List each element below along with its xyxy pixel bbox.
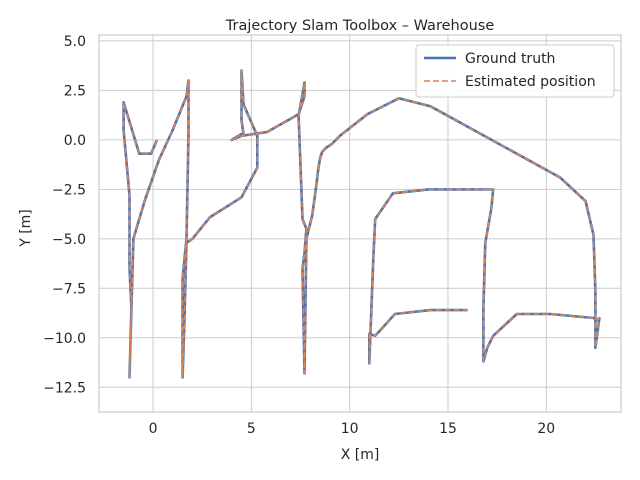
y-tick-label: −2.5 (52, 182, 86, 198)
x-tick-label: 5 (247, 421, 256, 437)
legend-label-estimated-position: Estimated position (465, 74, 596, 90)
y-tick-label: 0.0 (64, 133, 86, 149)
x-tick-label: 10 (341, 421, 359, 437)
y-tick-label: −7.5 (52, 281, 86, 297)
legend-label-ground-truth: Ground truth (465, 51, 555, 67)
chart-title: Trajectory Slam Toolbox – Warehouse (225, 18, 495, 34)
axes-frame (98, 34, 622, 413)
y-tick-label: −10.0 (43, 331, 86, 347)
x-tick-label: 20 (537, 421, 555, 437)
legend-box (415, 44, 615, 98)
y-ticks: 5.0 2.5 0.0 −2.5 −5.0 −7.5 −10.0 −12.5 (43, 34, 86, 396)
x-tick-label: 15 (439, 421, 457, 437)
grid (99, 35, 621, 412)
x-ticks: 0 5 10 15 20 (149, 421, 556, 437)
series (122, 69, 601, 379)
x-tick-label: 0 (149, 421, 158, 437)
y-axis-label: Y [m] (18, 209, 34, 248)
x-axis-label: X [m] (341, 447, 380, 463)
plot-area-border (98, 34, 622, 413)
series-line-estimated-position (122, 69, 601, 379)
y-tick-label: −5.0 (52, 232, 86, 248)
legend: Ground truth Estimated position (415, 44, 615, 98)
y-tick-label: 5.0 (64, 34, 86, 50)
y-tick-label: −12.5 (43, 380, 86, 396)
y-tick-label: 2.5 (64, 83, 86, 99)
